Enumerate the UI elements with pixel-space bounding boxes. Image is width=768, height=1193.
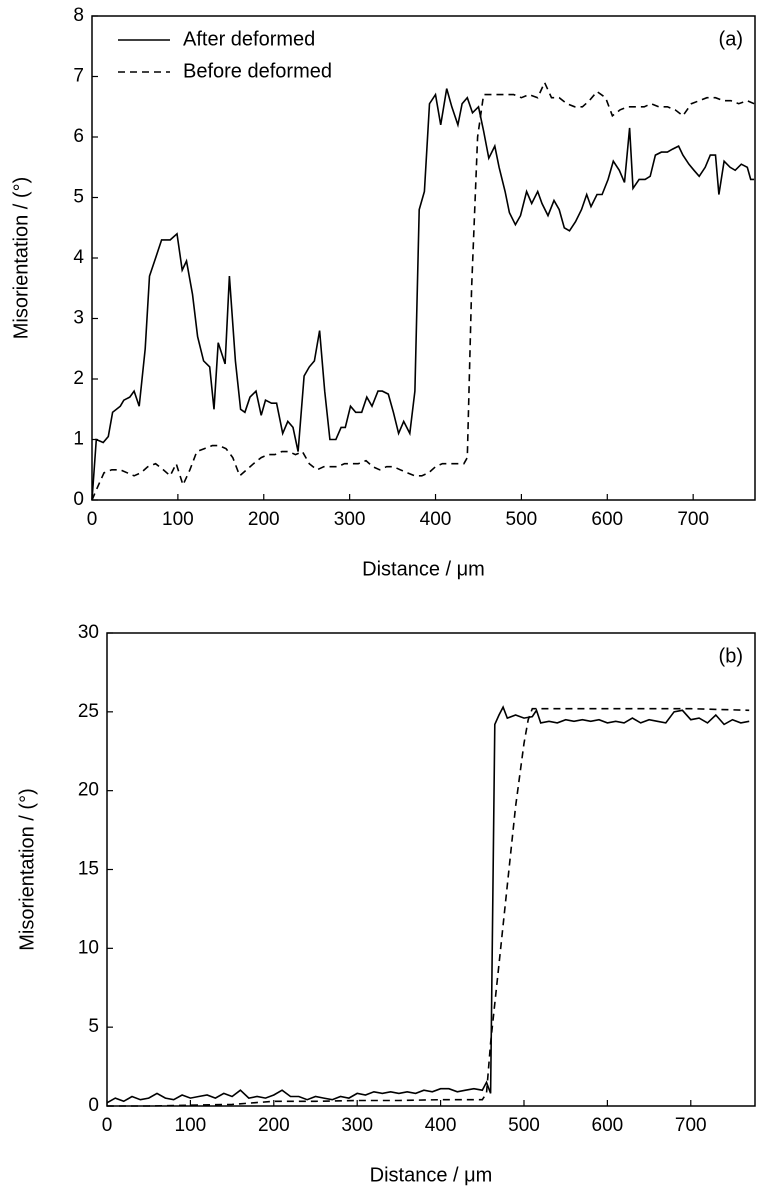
x-axis-label: Distance / μm <box>370 1164 493 1186</box>
x-tick-label: 300 <box>334 509 366 530</box>
plot-frame <box>91 15 756 501</box>
data-line <box>107 707 750 1107</box>
x-tick-label: 0 <box>87 509 98 530</box>
y-tick-label: 1 <box>73 429 84 450</box>
x-tick-label: 700 <box>675 1115 707 1136</box>
x-tick-label: 600 <box>592 1115 624 1136</box>
y-tick-label: 15 <box>78 859 99 880</box>
x-tick-label: 100 <box>162 509 194 530</box>
x-tick-label: 300 <box>341 1115 373 1136</box>
y-tick-label: 2 <box>73 368 84 389</box>
x-tick-label: 700 <box>677 509 709 530</box>
panel-label: (a) <box>719 28 743 50</box>
x-tick-label: 500 <box>508 1115 540 1136</box>
x-tick-label: 200 <box>248 509 280 530</box>
x-tick-label: 100 <box>175 1115 207 1136</box>
x-tick-label: 200 <box>258 1115 290 1136</box>
x-tick-label: 600 <box>591 509 623 530</box>
panel-label: (b) <box>719 645 743 667</box>
y-tick-label: 8 <box>73 5 84 26</box>
y-tick-label: 4 <box>73 247 84 268</box>
y-tick-label: 7 <box>73 66 84 87</box>
data-line <box>106 705 750 1104</box>
y-tick-label: 25 <box>78 701 99 722</box>
data-line <box>91 80 755 501</box>
x-tick-label: 400 <box>425 1115 457 1136</box>
y-tick-label: 3 <box>73 308 84 329</box>
data-line <box>91 88 755 501</box>
y-tick-label: 10 <box>78 937 99 958</box>
y-tick-label: 0 <box>88 1095 99 1116</box>
x-tick-label: 0 <box>102 1115 113 1136</box>
legend-label: After deformed <box>183 28 315 50</box>
y-axis-label: Misorientation / (°) <box>16 788 38 951</box>
y-tick-label: 5 <box>73 187 84 208</box>
y-tick-label: 20 <box>78 780 99 801</box>
y-tick-label: 6 <box>73 126 84 147</box>
x-tick-label: 500 <box>506 509 538 530</box>
x-tick-label: 400 <box>420 509 452 530</box>
plot-frame <box>106 632 756 1107</box>
y-tick-label: 5 <box>88 1016 99 1037</box>
legend-label: Before deformed <box>183 60 332 82</box>
y-tick-label: 30 <box>78 622 99 643</box>
y-tick-label: 0 <box>73 489 84 510</box>
y-axis-label: Misorientation / (°) <box>10 177 32 340</box>
x-axis-label: Distance / μm <box>362 558 485 580</box>
